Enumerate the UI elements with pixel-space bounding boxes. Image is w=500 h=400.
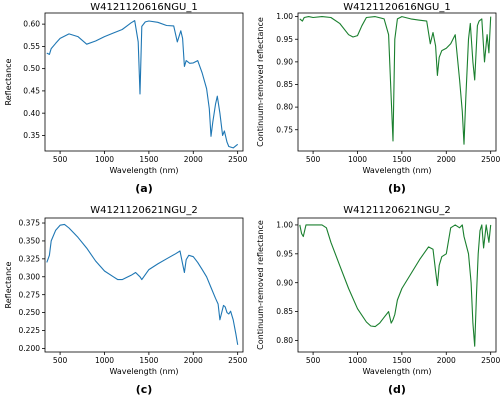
panel-b-title: W4121120616NGU_1 — [343, 2, 450, 13]
panel-c-ytick-label: 0.325 — [19, 254, 41, 263]
panel-d-plot-frame — [297, 217, 497, 353]
panel-d-caption: (d) — [388, 383, 406, 396]
panel-c-ytick-label: 0.350 — [19, 237, 41, 246]
panel-c-xtick-label: 1500 — [139, 356, 158, 365]
panel-a-plot-frame — [44, 12, 244, 152]
panel-d-ytick-label: 0.80 — [276, 336, 293, 345]
panel-b-xtick-label: 2500 — [481, 155, 500, 164]
panel-b-ytick-label: 0.90 — [276, 57, 293, 66]
panel-c-title: W4121120621NGU_2 — [90, 205, 197, 216]
panel-c-xtick-label: 2000 — [184, 356, 203, 365]
panel-a-xlabel: Wavelength (nm) — [109, 166, 178, 175]
panel-d-xtick-label: 2000 — [437, 356, 456, 365]
panel-c-xtick-label: 500 — [53, 356, 68, 365]
panel-c: W4121120621NGU_2 Wavelength (nm) Reflect… — [4, 205, 247, 396]
panel-b-xtick-label: 1500 — [392, 155, 411, 164]
panel-c-ytick-label: 0.225 — [19, 326, 41, 335]
panel-c-xtick-label: 2500 — [228, 356, 247, 365]
panel-b-xtick-label: 500 — [306, 155, 321, 164]
panel-d-title: W4121120621NGU_2 — [343, 205, 450, 216]
panel-a-xtick-label: 2500 — [228, 155, 247, 164]
panel-a-xtick-label: 2000 — [184, 155, 203, 164]
panel-c-xlabel: Wavelength (nm) — [109, 367, 178, 376]
panel-c-ytick-label: 0.250 — [19, 308, 41, 317]
panel-a-ylabel: Reflectance — [4, 58, 13, 105]
panel-a-xtick-label: 1000 — [95, 155, 114, 164]
panel-d-ytick-label: 0.85 — [276, 307, 293, 316]
panel-a-series-line — [46, 20, 239, 149]
panel-a-ytick-label: 0.35 — [23, 131, 40, 140]
panel-b-xtick-label: 1000 — [348, 155, 367, 164]
panel-d-ytick-label: 0.95 — [276, 249, 293, 258]
panel-c-plot-frame — [44, 217, 244, 353]
panel-b-ytick-label: 0.95 — [276, 35, 293, 44]
panel-c-series-line — [46, 223, 239, 345]
panel-d-xtick-label: 2500 — [481, 356, 500, 365]
panel-d-ylabel: Continuum-removed reflectance — [256, 220, 265, 350]
panel-c-caption: (c) — [136, 383, 153, 396]
panel-a: W4121120616NGU_1 Wavelength (nm) Reflect… — [4, 2, 247, 195]
panel-b-caption: (b) — [388, 182, 406, 195]
panel-b-ytick-label: 0.75 — [276, 125, 293, 134]
panel-c-ytick-label: 0.300 — [19, 272, 41, 281]
panel-b-ylabel: Continuum-removed reflectance — [256, 17, 265, 147]
panel-b-xtick-label: 2000 — [437, 155, 456, 164]
panel-b: W4121120616NGU_1 Wavelength (nm) Continu… — [256, 2, 500, 195]
panel-b-plot-frame — [297, 12, 497, 152]
panel-a-ytick-label: 0.60 — [23, 20, 40, 29]
panel-a-caption: (a) — [135, 182, 152, 195]
panel-c-ytick-label: 0.275 — [19, 290, 41, 299]
panel-d-xtick-label: 500 — [306, 356, 321, 365]
panel-c-ylabel: Reflectance — [4, 261, 13, 308]
panel-d-xtick-label: 1500 — [392, 356, 411, 365]
panel-a-ytick-label: 0.40 — [23, 109, 40, 118]
panel-d-xtick-label: 1000 — [348, 356, 367, 365]
panel-b-xlabel: Wavelength (nm) — [362, 166, 431, 175]
panel-d: W4121120621NGU_2 Wavelength (nm) Continu… — [256, 205, 500, 396]
panel-d-ytick-label: 1.00 — [276, 221, 293, 230]
panel-a-xtick-label: 500 — [53, 155, 68, 164]
panel-c-xtick-label: 1000 — [95, 356, 114, 365]
panel-a-ytick-label: 0.50 — [23, 64, 40, 73]
panel-a-ytick-label: 0.45 — [23, 87, 40, 96]
panel-d-ytick-label: 0.90 — [276, 278, 293, 287]
panel-a-ytick-label: 0.55 — [23, 42, 40, 51]
panel-c-ytick-label: 0.200 — [19, 344, 41, 353]
panel-d-series-line — [299, 224, 492, 347]
panel-a-xtick-label: 1500 — [139, 155, 158, 164]
panel-d-xlabel: Wavelength (nm) — [362, 367, 431, 376]
panel-b-ytick-label: 0.85 — [276, 80, 293, 89]
panel-b-ytick-label: 0.80 — [276, 103, 293, 112]
panel-b-series-line — [299, 16, 492, 145]
panel-a-title: W4121120616NGU_1 — [90, 2, 197, 13]
panel-c-ytick-label: 0.375 — [19, 219, 41, 228]
panel-b-ytick-label: 1.00 — [276, 12, 293, 21]
